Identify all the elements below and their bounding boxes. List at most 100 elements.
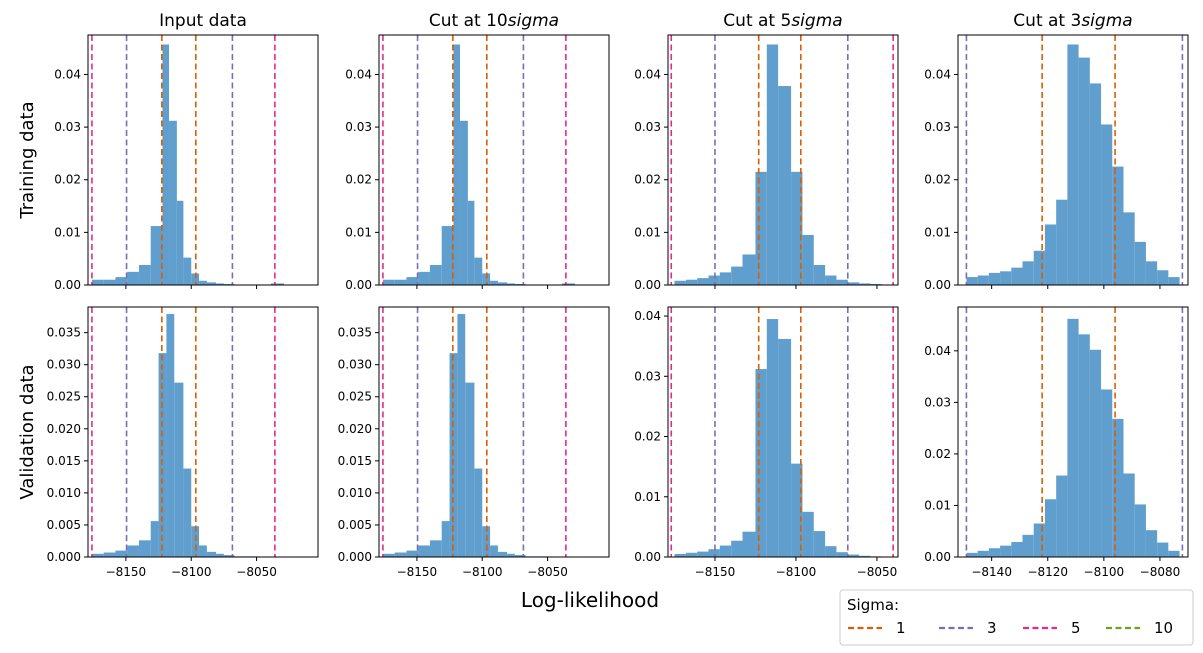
histogram-bar	[1022, 261, 1034, 285]
histogram-bar	[813, 531, 826, 557]
histogram-bar	[1123, 212, 1135, 285]
histogram-bar	[778, 338, 792, 557]
histogram-bar	[223, 283, 235, 285]
histogram-bar	[1044, 499, 1057, 557]
histogram-bar	[169, 120, 177, 285]
histogram-bar	[490, 545, 498, 557]
histogram-bar	[1145, 530, 1158, 557]
histogram-bar	[406, 277, 419, 285]
histogram-bar	[685, 552, 698, 557]
histogram-bar	[138, 540, 151, 557]
histogram-bar	[216, 553, 224, 557]
histogram-bar	[697, 278, 709, 285]
histogram-bar	[394, 279, 407, 285]
histogram-bar	[1157, 270, 1169, 285]
y-tick-label: 0.005	[338, 518, 372, 532]
histogram-bar	[836, 279, 848, 285]
histogram-bar	[977, 550, 989, 557]
histogram-bar	[1067, 318, 1079, 557]
histogram-bar	[825, 546, 837, 557]
histogram-bar	[1056, 475, 1068, 557]
x-tick-label: −8100	[171, 565, 212, 579]
y-tick-label: 0.01	[924, 225, 951, 239]
histogram-bar	[1044, 224, 1057, 285]
row-label-training: Training data	[17, 101, 38, 219]
histogram-bar	[460, 120, 468, 285]
row-label-validation: Validation data	[17, 364, 38, 499]
legend-label-sigma-5: 5	[1071, 619, 1081, 637]
x-tick-label: −8100	[776, 565, 817, 579]
histogram-bar	[191, 273, 200, 285]
panel-title: Cut at 5sigma	[723, 11, 842, 31]
histogram-bar	[1112, 166, 1124, 285]
y-tick-label: 0.02	[634, 173, 661, 187]
x-tick-label: −8140	[971, 565, 1012, 579]
histogram-bar	[150, 226, 163, 285]
panel-title-sigma: sigma	[1081, 11, 1132, 31]
y-tick-label: 0.000	[47, 550, 81, 564]
histogram-bar	[270, 283, 285, 285]
panel-title-sigma: sigma	[791, 11, 842, 31]
legend-label-sigma-10: 10	[1154, 619, 1173, 637]
y-tick-label: 0.005	[47, 518, 81, 532]
x-tick-label: −8150	[397, 565, 438, 579]
histogram-bar	[418, 545, 430, 557]
histogram-bar	[457, 314, 466, 557]
histogram-bar	[183, 468, 192, 557]
y-tick-label: 0.02	[634, 430, 661, 444]
panel-2: 0.00 0.01 0.02 0.03 0.04 Cut at 10sigma	[345, 11, 610, 292]
y-tick-label: 0.02	[924, 173, 951, 187]
histogram-bar	[988, 548, 1001, 557]
histogram-bar	[1168, 277, 1180, 285]
histogram-bar	[836, 552, 848, 557]
y-tick-label: 0.015	[47, 454, 81, 468]
histogram-bar	[1157, 542, 1169, 557]
histogram-bar	[482, 526, 491, 557]
histogram-bar	[1033, 250, 1045, 285]
axes-frame	[378, 306, 610, 558]
y-tick-label: 0.04	[924, 67, 951, 81]
histogram-bar	[150, 521, 159, 557]
panel-title: Input data	[159, 11, 247, 31]
histogram-bar	[1033, 523, 1045, 557]
y-tick-label: 0.04	[924, 344, 951, 358]
y-tick-label: 0.01	[634, 490, 661, 504]
plot-area	[382, 35, 576, 285]
x-tick-label: −8080	[1140, 565, 1181, 579]
histogram-bar	[847, 554, 860, 557]
histogram-bar	[507, 283, 515, 285]
histogram-bar	[507, 553, 515, 557]
legend-label-sigma-1: 1	[896, 619, 906, 637]
histogram-bar	[429, 265, 442, 285]
y-tick-label: 0.00	[345, 278, 372, 292]
histogram-bar	[497, 282, 508, 285]
histogram-bar	[1123, 473, 1135, 557]
histogram-bar	[406, 550, 419, 557]
axes-frame	[667, 34, 899, 286]
histogram-bar	[115, 550, 128, 557]
histogram-bar	[1078, 57, 1090, 285]
panel-title-text: Cut at 5	[723, 11, 791, 31]
y-tick-label: 0.02	[54, 173, 81, 187]
histogram-bar	[223, 555, 235, 557]
y-tick-label: 0.035	[338, 326, 372, 340]
axes-frame	[378, 34, 610, 286]
histogram-bar	[755, 369, 767, 557]
plot-area	[91, 35, 285, 285]
histogram-bar	[766, 319, 779, 557]
histogram-bar	[429, 540, 442, 557]
histogram-bar	[174, 382, 184, 557]
plot-area	[670, 307, 894, 557]
histogram-bar	[441, 521, 450, 557]
y-tick-label: 0.000	[338, 550, 372, 564]
histogram-bar	[467, 200, 475, 285]
histogram-bar	[91, 279, 104, 285]
x-tick-label: −8100	[462, 565, 503, 579]
y-tick-label: 0.00	[634, 550, 661, 564]
histogram-bar	[791, 171, 803, 285]
histogram-bar	[825, 275, 837, 285]
x-axis-label: Log-likelihood	[521, 588, 659, 612]
histogram-bar	[1101, 389, 1113, 557]
